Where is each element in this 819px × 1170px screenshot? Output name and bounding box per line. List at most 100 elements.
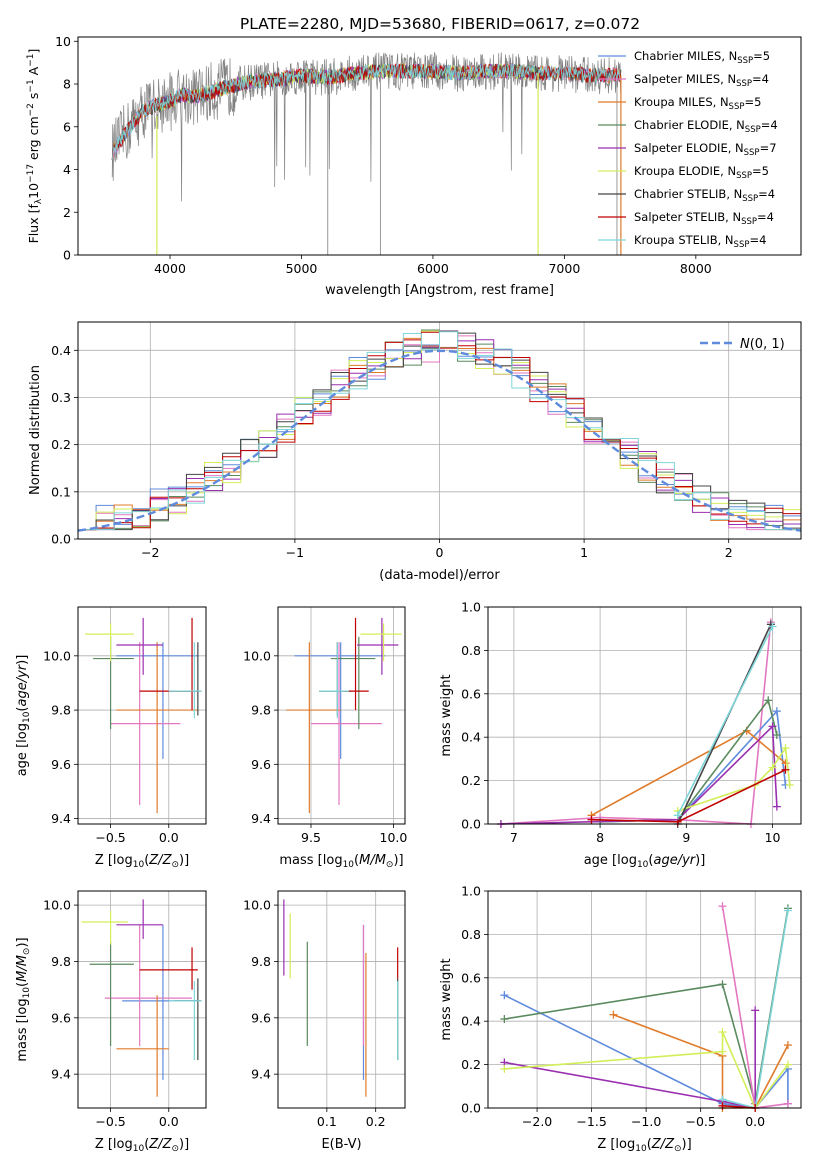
y-tick-label: 0.1 — [51, 484, 71, 499]
label-part: )] — [682, 1137, 692, 1152]
y-tick-label: 0.8 — [461, 643, 481, 658]
y-tick-label: 0 — [63, 248, 71, 263]
legend-subscript: SSP — [729, 102, 745, 112]
x-tick-label: 10.0 — [380, 830, 408, 845]
axes-frame — [277, 606, 406, 825]
label-part: Flux [f — [26, 204, 41, 244]
y-tick-label: 0.0 — [461, 817, 481, 832]
axes-frame — [77, 321, 802, 540]
label-part: Z/Z — [148, 1137, 172, 1152]
label-part: )] — [179, 1137, 189, 1152]
y-tick-label: 9.6 — [51, 1010, 71, 1025]
label-part: M/M — [15, 955, 30, 982]
label-part: 10 — [22, 711, 32, 723]
y-tick-label: 9.6 — [251, 1010, 271, 1025]
legend-count: =4 — [749, 233, 766, 247]
label-part: Z/Z — [148, 853, 172, 868]
y-axis-label: Flux [fλ10−17 erg cm−2 s−1 A−1] — [26, 49, 44, 244]
x-tick-label: 4000 — [154, 261, 186, 276]
x-tick-label: 9 — [682, 830, 690, 845]
legend-count: =4 — [757, 210, 774, 224]
figure-title: PLATE=2280, MJD=53680, FIBERID=0617, z=0… — [240, 15, 640, 33]
x-tick-label: 9.5 — [301, 830, 321, 845]
x-axis-label: Z [log10(Z/Z⊙)] — [597, 1137, 691, 1154]
axes-frame — [487, 606, 802, 825]
x-tick-label: −1 — [286, 545, 304, 560]
x-tick-label: −2 — [141, 545, 159, 560]
legend-label: Kroupa STELIB, NSSP=4 — [634, 233, 766, 250]
label-part: ⊙ — [171, 1144, 179, 1154]
y-tick-label: 0.4 — [51, 343, 71, 358]
mass_vs_ebv-panel: 0.1 0.2 9.4 9.6 9.8 10.0 E(B-V) — [243, 890, 406, 1152]
histogram-kroupa_stelib — [78, 331, 801, 531]
label-part: −1 — [26, 54, 36, 67]
label-part: )] — [393, 853, 403, 868]
x-tick-label: −1.0 — [631, 1114, 661, 1129]
x-tick-label: −0.5 — [685, 1114, 715, 1129]
gaussian-curve — [77, 349, 802, 532]
x-axis-label: mass [log10(M/M⊙)] — [279, 853, 403, 870]
axes-frame — [77, 890, 207, 1109]
legend-subscript: SSP — [736, 171, 752, 181]
y-tick-label: 0.4 — [461, 730, 481, 745]
y-axis-label: mass weight — [439, 958, 454, 1040]
legend-label: Salpeter STELIB, NSSP=4 — [634, 210, 774, 227]
legend-subscript: SSP — [741, 217, 757, 227]
label-part: erg cm — [26, 116, 41, 164]
y-tick-label: 0.0 — [51, 532, 71, 547]
y-axis-label: Normed distribution — [28, 365, 43, 495]
y-tick-label: 4 — [63, 162, 71, 177]
y-tick-label: 10 — [55, 34, 71, 49]
x-tick-label: −1.5 — [576, 1114, 606, 1129]
x-tick-label: 7 — [510, 830, 518, 845]
axes-frame — [487, 890, 802, 1109]
label-part: )] — [179, 853, 189, 868]
legend-label: Salpeter ELODIE, NSSP=7 — [634, 141, 777, 158]
label-part: age/yr — [653, 853, 696, 868]
x-axis-label: Z [log10(Z/Z⊙)] — [95, 853, 189, 870]
weight-line-salpeter_elodie — [500, 724, 778, 825]
legend-subscript: SSP — [734, 240, 750, 250]
y-tick-label: 9.8 — [251, 703, 271, 718]
legend-subscript: SSP — [742, 194, 758, 204]
y-tick-label: 10.0 — [243, 648, 271, 663]
x-tick-label: 0.0 — [745, 1114, 765, 1129]
y-tick-label: 9.6 — [51, 757, 71, 772]
x-tick-label: 7000 — [548, 261, 580, 276]
legend-text: (0, 1) — [750, 337, 785, 352]
label-part: )] — [15, 937, 30, 947]
y-tick-label: 0.0 — [461, 1101, 481, 1116]
y-tick-label: 0.2 — [461, 1057, 481, 1072]
legend-count: =4 — [761, 118, 778, 132]
label-part: mass [log — [15, 998, 30, 1061]
label-part: ( — [144, 1137, 149, 1152]
y-tick-label: 9.8 — [251, 954, 271, 969]
label-part: ⊙ — [171, 860, 179, 870]
y-tick-label: 0.6 — [461, 970, 481, 985]
label-part: Z [log — [597, 1137, 635, 1152]
label-part: Z [log — [95, 1137, 133, 1152]
y-tick-label: 10.0 — [243, 898, 271, 913]
legend-label: Kroupa ELODIE, NSSP=5 — [634, 164, 769, 181]
x-axis-label: age [log10(age/yr)] — [584, 853, 706, 870]
label-part: ( — [15, 982, 30, 987]
label-part: age [log — [15, 723, 30, 776]
legend-label: Salpeter MILES, NSSP=4 — [634, 72, 769, 89]
legend-count: =4 — [758, 187, 775, 201]
x-axis-label: wavelength [Angstrom, rest frame] — [325, 283, 554, 298]
x-axis-label: (data-model)/error — [379, 568, 500, 583]
label-part: E(B-V) — [321, 1137, 361, 1152]
legend-subscript: SSP — [744, 148, 760, 158]
label-part: A — [26, 66, 41, 79]
label-part: ( — [648, 853, 653, 868]
x-tick-label: −2.0 — [522, 1114, 552, 1129]
x-axis-label: E(B-V) — [321, 1137, 361, 1152]
label-part: M/M — [359, 853, 386, 868]
y-tick-label: 1.0 — [461, 884, 481, 899]
label-part: s — [26, 93, 41, 104]
mass_vs_Z-panel: −0.5 0.09.49.69.810.0Z [log10(Z/Z⊙)]mass … — [15, 890, 207, 1154]
y-tick-label: 9.4 — [251, 811, 271, 826]
label-part: )] — [15, 655, 30, 665]
model-line-kroupa_elodie — [156, 62, 538, 113]
